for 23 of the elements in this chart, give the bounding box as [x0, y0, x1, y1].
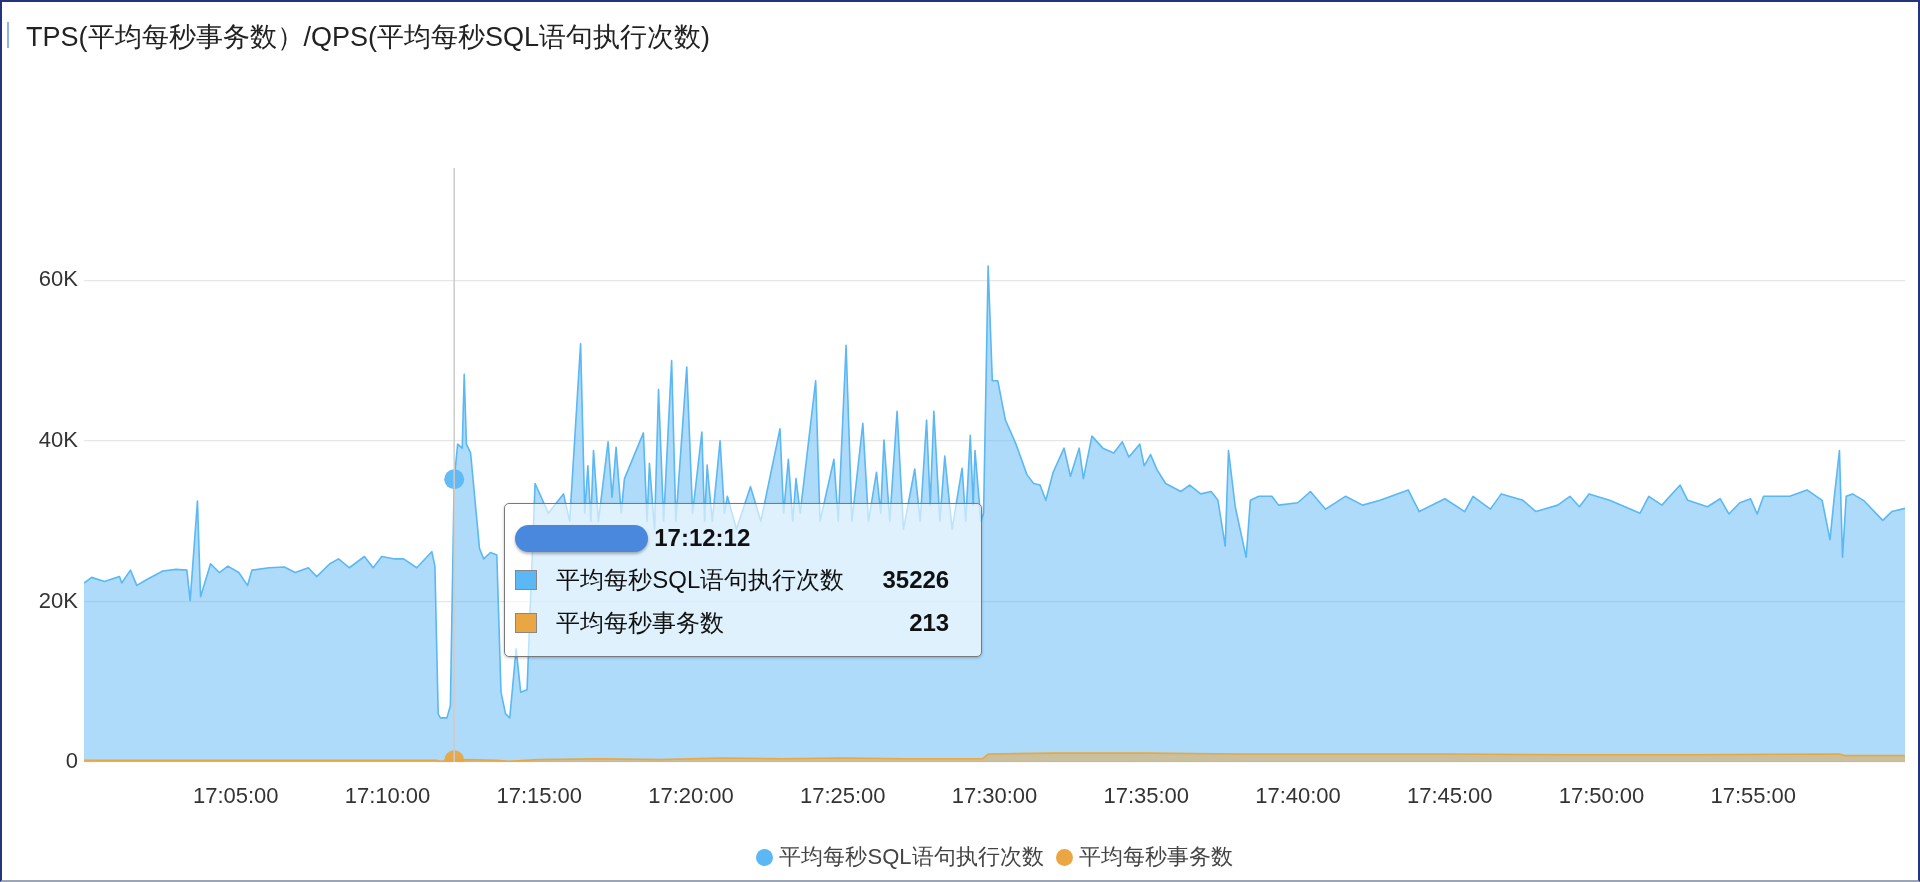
- y-tick-label: 20K: [38, 587, 79, 613]
- legend-label: 平均每秒事务数: [1078, 843, 1233, 871]
- y-tick-label: 60K: [38, 266, 79, 292]
- x-tick-label: 17:50:00: [1558, 783, 1645, 809]
- y-tick-label: 40K: [38, 426, 79, 452]
- text: 平均每秒事务数: [556, 608, 725, 636]
- text: 平均每秒SQL语句执行次数: [779, 844, 1044, 869]
- x-tick-label: 17:20:00: [648, 783, 734, 809]
- x-tick-label: 17:40:00: [1255, 783, 1341, 809]
- legend-label: 平均每秒SQL语句执行次数: [556, 564, 846, 595]
- annotation: 35226: [882, 565, 950, 594]
- x-tick-label: 17:05:00: [192, 783, 279, 809]
- x-tick-label: 17:15:00: [496, 783, 583, 809]
- y-tick-label: 0: [65, 748, 78, 774]
- x-tick-label: 17:30:00: [951, 783, 1038, 809]
- x-tick-label: 17:10:00: [344, 783, 431, 809]
- x-tick-label: 17:25:00: [799, 783, 886, 809]
- annotation: 17:12:12: [654, 524, 751, 552]
- x-tick-label: 17:35:00: [1103, 783, 1190, 809]
- annotation: 213: [909, 608, 950, 637]
- x-tick-label: 17:45:00: [1406, 783, 1493, 809]
- x-tick-label: 17:55:00: [1710, 783, 1797, 809]
- chart-title: TPS(平均每秒事务数）/QPS(平均每秒SQL语句执行次数): [26, 22, 711, 52]
